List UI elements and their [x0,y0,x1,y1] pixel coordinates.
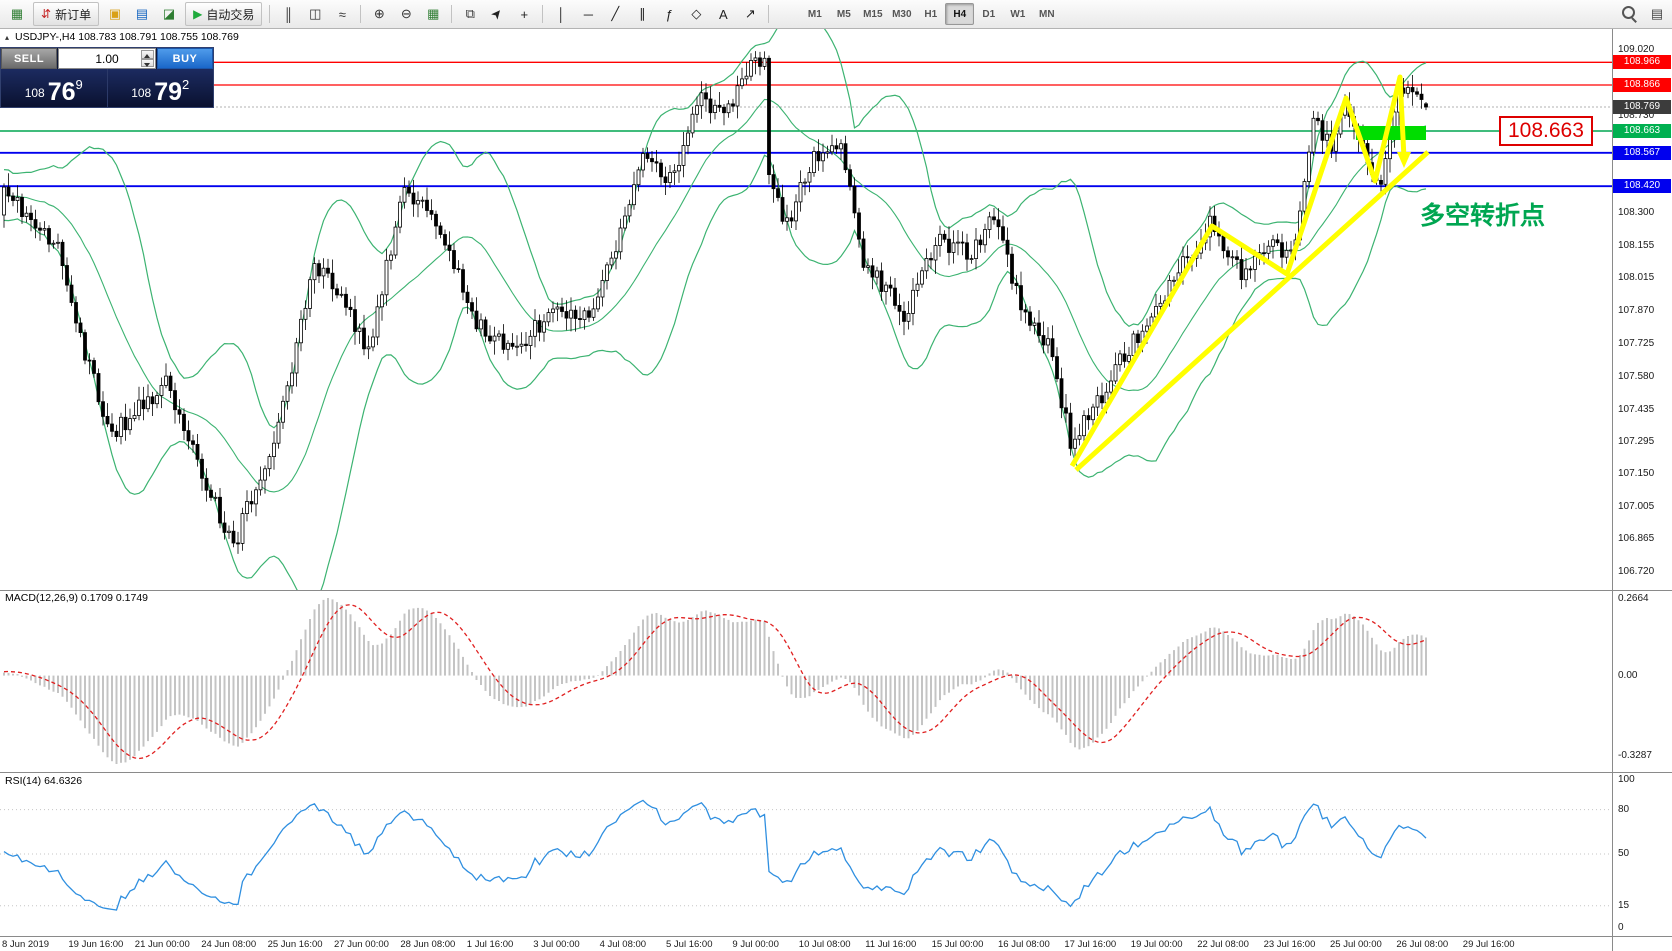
expand-icon[interactable]: ▴ [5,32,10,42]
trend-annotations [1069,74,1430,472]
macd-indicator-label: MACD(12,26,9) 0.1709 0.1749 [5,592,149,604]
data-window-icon[interactable]: ▤ [1650,6,1664,21]
sell-price-figure: 108 [24,86,45,100]
zoom-in-icon[interactable]: ⊕ [373,6,385,21]
new-order-button-label: 新订单 [55,7,92,22]
toolbar-separator [360,5,362,23]
autotrading-button-label: 自动交易 [206,7,255,22]
symbol-quote-line: ▴ USDJPY-,H4 108.783 108.791 108.755 108… [5,31,239,43]
volume-field[interactable]: 1.00 [58,48,156,69]
shapes-icon[interactable]: ◇ [691,6,702,21]
timeframe-h4[interactable]: H4 [945,3,975,25]
price-pane [0,28,1612,590]
timeframe-m5[interactable]: M5 [836,8,851,20]
bollinger-bands [3,28,1427,590]
trade-panel-controls: SELL 1.00 BUY [1,48,213,69]
buy-price[interactable]: 108 79 2 [108,69,214,107]
text-label-icon[interactable]: A [718,6,728,22]
search-icon[interactable] [1618,3,1640,25]
candlestick-chart-icon[interactable]: ◫ [309,6,322,21]
candles-layer [2,51,1428,554]
bar-chart-icon[interactable]: ║ [283,6,293,22]
zoom-out-icon[interactable]: ⊖ [400,6,412,21]
market-watch-icon[interactable]: ◪ [162,6,176,21]
tile-windows-icon[interactable]: ▦ [427,6,440,21]
sell-price-pip: 9 [75,77,83,92]
symbol-quote-text: USDJPY-,H4 108.783 108.791 108.755 108.7… [15,31,239,43]
timeframe-m1[interactable]: M1 [807,8,822,20]
target-price-label: 108.663 [1499,116,1593,146]
macd-signal-line [3,603,1427,760]
toolbar-separator [768,5,770,23]
horizontal-line-icon[interactable]: ─ [583,6,593,22]
buy-price-pip: 2 [182,77,190,92]
rsi-line [3,799,1427,911]
chart-profiles-icon[interactable]: ▤ [135,6,149,21]
buy-price-big: 79 [154,78,183,106]
volume-stepper[interactable] [141,50,154,67]
buy-button[interactable]: BUY [157,48,213,69]
new-order-button-icon: ⇵ [41,7,52,21]
timeframe-m30[interactable]: M30 [892,8,912,20]
new-chart-icon[interactable]: ▦ [10,6,24,21]
sell-button[interactable]: SELL [1,48,57,69]
toolbar: ▦ ⇵ 新订单 ▣ ▤ ◪ ▶ 自动交易 ║ ◫ ≈ ⊕ ⊖ ▦ ⧉ ➤ + │ ─ ╱ ∥ ƒ ◇ A ↗ M1 M5 M15 M30… [0,0,1672,29]
sell-price[interactable]: 108 76 9 [1,69,108,107]
fibonacci-icon[interactable]: ƒ [665,6,673,22]
rsi-pane [0,799,1612,911]
timeframe-mn[interactable]: MN [1039,8,1055,20]
autotrading-button[interactable]: ▶ 自动交易 [185,2,263,26]
autotrading-button-icon: ▶ [193,7,203,21]
trendline-icon[interactable]: ╱ [611,6,620,21]
rsi-indicator-label: RSI(14) 64.6326 [5,775,83,787]
equidistant-channel-icon[interactable]: ∥ [639,6,646,21]
announcement-icon[interactable]: ▣ [108,6,122,21]
volume-value: 1.00 [95,51,119,66]
timeframe-m15[interactable]: M15 [863,8,883,20]
buy-price-figure: 108 [131,86,152,100]
pane-dividers [0,28,1672,951]
volume-up-icon[interactable] [141,50,154,59]
one-click-trading-panel: SELL 1.00 BUY 108 76 9 108 79 2 [0,47,214,108]
arrow-objects-icon[interactable]: ↗ [744,6,756,21]
timeframe-group: M1 M5 M15 M30 H1 H4 D1 W1 MN [800,3,1061,25]
volume-down-icon[interactable] [141,58,154,67]
sell-price-big: 76 [47,78,76,106]
vertical-line-icon[interactable]: │ [557,6,566,22]
support-zone [1356,126,1426,140]
timeframe-w1[interactable]: W1 [1010,8,1026,20]
toolbar-separator [542,5,544,23]
toolbar-separator [451,5,453,23]
toolbar-right-group: ▤ [1618,2,1672,26]
cascade-windows-icon[interactable]: ⧉ [465,6,475,21]
turning-point-annotation: 多空转折点 [1420,202,1546,230]
crosshair-icon[interactable]: + [520,6,529,22]
line-chart-icon[interactable]: ≈ [338,6,346,22]
new-order-button[interactable]: ⇵ 新订单 [33,2,100,26]
trade-panel-prices: 108 76 9 108 79 2 [1,69,213,107]
toolbar-separator [269,5,271,23]
cursor-icon[interactable]: ➤ [487,4,507,23]
macd-pane [3,598,1427,764]
timeframe-h1[interactable]: H1 [924,8,938,20]
timeframe-d1[interactable]: D1 [982,8,996,20]
